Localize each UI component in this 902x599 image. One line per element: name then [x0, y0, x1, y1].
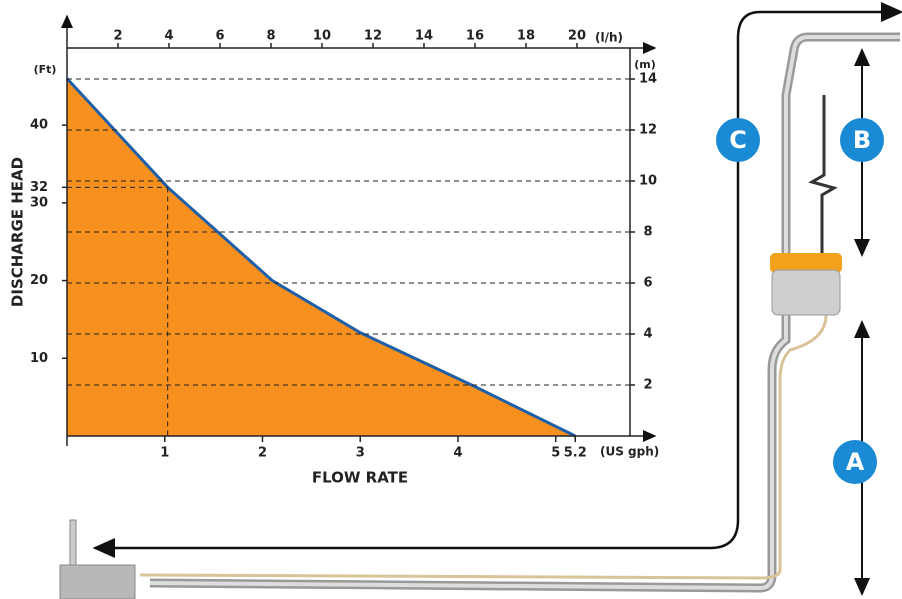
x-tick-label: 1	[160, 446, 169, 461]
x2-tick-label: 16	[466, 29, 484, 44]
x-tick-label: 3	[356, 446, 365, 461]
chart: C B A DISCHARGE HEAD FLOW RATE (Ft) (m) …	[0, 0, 902, 599]
x2-tick-label: 14	[415, 29, 433, 44]
x2-tick-label: 8	[266, 29, 275, 44]
x-tick-label: 2	[258, 446, 267, 461]
x2-tick-label: 12	[364, 29, 382, 44]
x2-unit: (l/h)	[595, 31, 623, 45]
x2-tick-label: 6	[215, 29, 224, 44]
y-tick-label: 40	[30, 118, 48, 133]
y2-tick-label: 2	[643, 378, 652, 393]
reservoir	[60, 565, 135, 599]
y-tick-label: 20	[30, 273, 48, 288]
x2-tick-label: 20	[568, 29, 586, 44]
y-axis-title: DISCHARGE HEAD	[9, 157, 27, 307]
x2-tick-label: 18	[517, 29, 535, 44]
x-tick-label: 5.2	[564, 446, 587, 461]
callout-label: B	[853, 126, 871, 154]
area	[67, 79, 575, 436]
y2-unit: (m)	[634, 58, 656, 71]
y2-tick-label: 12	[639, 123, 657, 138]
pump-body	[772, 270, 840, 315]
y-tick-label: 32	[30, 180, 48, 195]
y-tick-label: 10	[30, 351, 48, 366]
sensor	[70, 520, 76, 565]
y-unit: (Ft)	[34, 63, 57, 76]
y2-tick-label: 14	[639, 72, 657, 87]
callout-label: C	[729, 126, 747, 154]
cable	[812, 95, 834, 255]
x2-tick-label: 10	[313, 29, 331, 44]
x2-tick-label: 4	[164, 29, 173, 44]
x-tick-label: 5	[551, 446, 560, 461]
y2-tick-label: 6	[643, 276, 652, 291]
y-tick-label: 30	[30, 195, 48, 210]
x-tick-label: 4	[453, 446, 462, 461]
x2-tick-label: 2	[113, 29, 122, 44]
x-axis-title: FLOW RATE	[312, 469, 408, 487]
y2-tick-label: 10	[639, 174, 657, 189]
y2-tick-label: 4	[643, 327, 652, 342]
callout-label: A	[846, 448, 865, 476]
y2-tick-label: 8	[643, 225, 652, 240]
x-unit: (US gph)	[600, 445, 659, 459]
